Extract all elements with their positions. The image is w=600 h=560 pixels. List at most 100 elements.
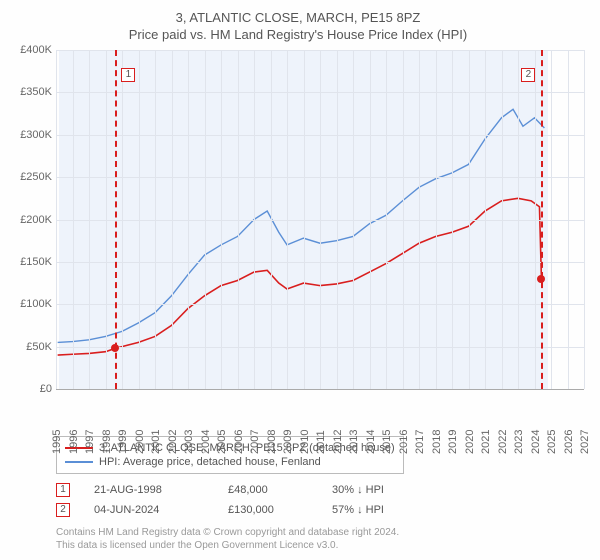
legend-row: 3, ATLANTIC CLOSE, MARCH, PE15 8PZ (deta… bbox=[65, 441, 395, 455]
gridline-vertical bbox=[221, 50, 222, 389]
x-axis-label: 2005 bbox=[216, 430, 228, 454]
x-axis-label: 2011 bbox=[315, 430, 327, 454]
x-axis-label: 2015 bbox=[381, 430, 393, 454]
x-axis-label: 2000 bbox=[134, 430, 146, 454]
marker-price: £130,000 bbox=[228, 504, 308, 516]
gridline-vertical bbox=[304, 50, 305, 389]
chart-title: 3, ATLANTIC CLOSE, MARCH, PE15 8PZ bbox=[8, 10, 588, 25]
x-axis-label: 2019 bbox=[447, 430, 459, 454]
x-axis-label: 2023 bbox=[513, 430, 525, 454]
chart-area: 12 £0£50K£100K£150K£200K£250K£300K£350K£… bbox=[8, 50, 588, 430]
x-axis-label: 1995 bbox=[51, 430, 63, 454]
footer-attribution: Contains HM Land Registry data © Crown c… bbox=[56, 526, 588, 552]
gridline-vertical bbox=[370, 50, 371, 389]
series-line-hpi bbox=[58, 109, 545, 342]
y-axis-label: £300K bbox=[8, 129, 52, 141]
gridline-vertical bbox=[106, 50, 107, 389]
x-axis-label: 2007 bbox=[249, 430, 261, 454]
gridline-vertical bbox=[337, 50, 338, 389]
x-axis-label: 2012 bbox=[332, 430, 344, 454]
gridline-vertical bbox=[172, 50, 173, 389]
y-axis-label: £200K bbox=[8, 214, 52, 226]
marker-vline bbox=[115, 50, 117, 389]
x-axis-label: 2025 bbox=[546, 430, 558, 454]
marker-badge: 2 bbox=[521, 68, 535, 82]
gridline-vertical bbox=[419, 50, 420, 389]
gridline-vertical bbox=[551, 50, 552, 389]
gridline-vertical bbox=[485, 50, 486, 389]
marker-pct: 57% ↓ HPI bbox=[332, 504, 422, 516]
gridline-vertical bbox=[238, 50, 239, 389]
y-axis-label: £0 bbox=[8, 383, 52, 395]
x-axis-label: 1999 bbox=[117, 430, 129, 454]
gridline-vertical bbox=[403, 50, 404, 389]
marker-row: 1 21-AUG-1998 £48,000 30% ↓ HPI bbox=[56, 480, 588, 500]
x-axis-label: 2002 bbox=[167, 430, 179, 454]
y-axis-label: £50K bbox=[8, 341, 52, 353]
gridline-vertical bbox=[73, 50, 74, 389]
marker-date: 21-AUG-1998 bbox=[94, 484, 204, 496]
x-axis-label: 2001 bbox=[150, 430, 162, 454]
x-axis-label: 2006 bbox=[233, 430, 245, 454]
gridline-vertical bbox=[205, 50, 206, 389]
marker-price: £48,000 bbox=[228, 484, 308, 496]
gridline-vertical bbox=[320, 50, 321, 389]
x-axis-label: 2010 bbox=[299, 430, 311, 454]
x-axis-label: 2018 bbox=[431, 430, 443, 454]
gridline-vertical bbox=[139, 50, 140, 389]
x-axis-label: 2027 bbox=[579, 430, 591, 454]
marker-badge: 1 bbox=[121, 68, 135, 82]
y-axis-label: £100K bbox=[8, 298, 52, 310]
marker-pct: 30% ↓ HPI bbox=[332, 484, 422, 496]
x-axis-label: 1998 bbox=[101, 430, 113, 454]
x-axis-label: 2021 bbox=[480, 430, 492, 454]
gridline-vertical bbox=[584, 50, 585, 389]
chart-subtitle: Price paid vs. HM Land Registry's House … bbox=[8, 27, 588, 42]
marker-dot bbox=[537, 275, 545, 283]
legend-label: HPI: Average price, detached house, Fenl… bbox=[99, 456, 321, 468]
y-axis-label: £150K bbox=[8, 256, 52, 268]
x-axis-label: 2017 bbox=[414, 430, 426, 454]
legend-row: HPI: Average price, detached house, Fenl… bbox=[65, 455, 395, 469]
x-axis-label: 2008 bbox=[266, 430, 278, 454]
x-axis-label: 2003 bbox=[183, 430, 195, 454]
marker-vline bbox=[541, 50, 543, 389]
footer-line-2: This data is licensed under the Open Gov… bbox=[56, 539, 588, 552]
gridline-vertical bbox=[568, 50, 569, 389]
x-axis-label: 2014 bbox=[365, 430, 377, 454]
gridline-vertical bbox=[469, 50, 470, 389]
chart-container: 3, ATLANTIC CLOSE, MARCH, PE15 8PZ Price… bbox=[0, 0, 600, 560]
y-axis-label: £350K bbox=[8, 86, 52, 98]
gridline-vertical bbox=[535, 50, 536, 389]
marker-row-badge: 1 bbox=[56, 483, 70, 497]
legend-swatch bbox=[65, 461, 93, 463]
marker-dot bbox=[111, 344, 119, 352]
x-axis-label: 2024 bbox=[530, 430, 542, 454]
gridline-vertical bbox=[386, 50, 387, 389]
plot-region: 12 bbox=[56, 50, 584, 390]
x-axis-label: 1996 bbox=[68, 430, 80, 454]
y-axis-label: £250K bbox=[8, 171, 52, 183]
marker-row-badge: 2 bbox=[56, 503, 70, 517]
x-axis-label: 2004 bbox=[200, 430, 212, 454]
x-axis-label: 2026 bbox=[563, 430, 575, 454]
x-axis-label: 2009 bbox=[282, 430, 294, 454]
gridline-vertical bbox=[502, 50, 503, 389]
gridline-vertical bbox=[287, 50, 288, 389]
gridline-vertical bbox=[271, 50, 272, 389]
gridline-vertical bbox=[56, 50, 57, 389]
gridline-vertical bbox=[122, 50, 123, 389]
marker-row: 2 04-JUN-2024 £130,000 57% ↓ HPI bbox=[56, 500, 588, 520]
gridline-vertical bbox=[188, 50, 189, 389]
x-axis-label: 2013 bbox=[348, 430, 360, 454]
marker-table: 1 21-AUG-1998 £48,000 30% ↓ HPI 2 04-JUN-2024… bbox=[56, 480, 588, 520]
marker-date: 04-JUN-2024 bbox=[94, 504, 204, 516]
gridline-vertical bbox=[254, 50, 255, 389]
gridline-vertical bbox=[452, 50, 453, 389]
x-axis-label: 2022 bbox=[497, 430, 509, 454]
x-axis-label: 1997 bbox=[84, 430, 96, 454]
x-axis-label: 2020 bbox=[464, 430, 476, 454]
gridline-vertical bbox=[518, 50, 519, 389]
footer-line-1: Contains HM Land Registry data © Crown c… bbox=[56, 526, 588, 539]
y-axis-label: £400K bbox=[8, 44, 52, 56]
